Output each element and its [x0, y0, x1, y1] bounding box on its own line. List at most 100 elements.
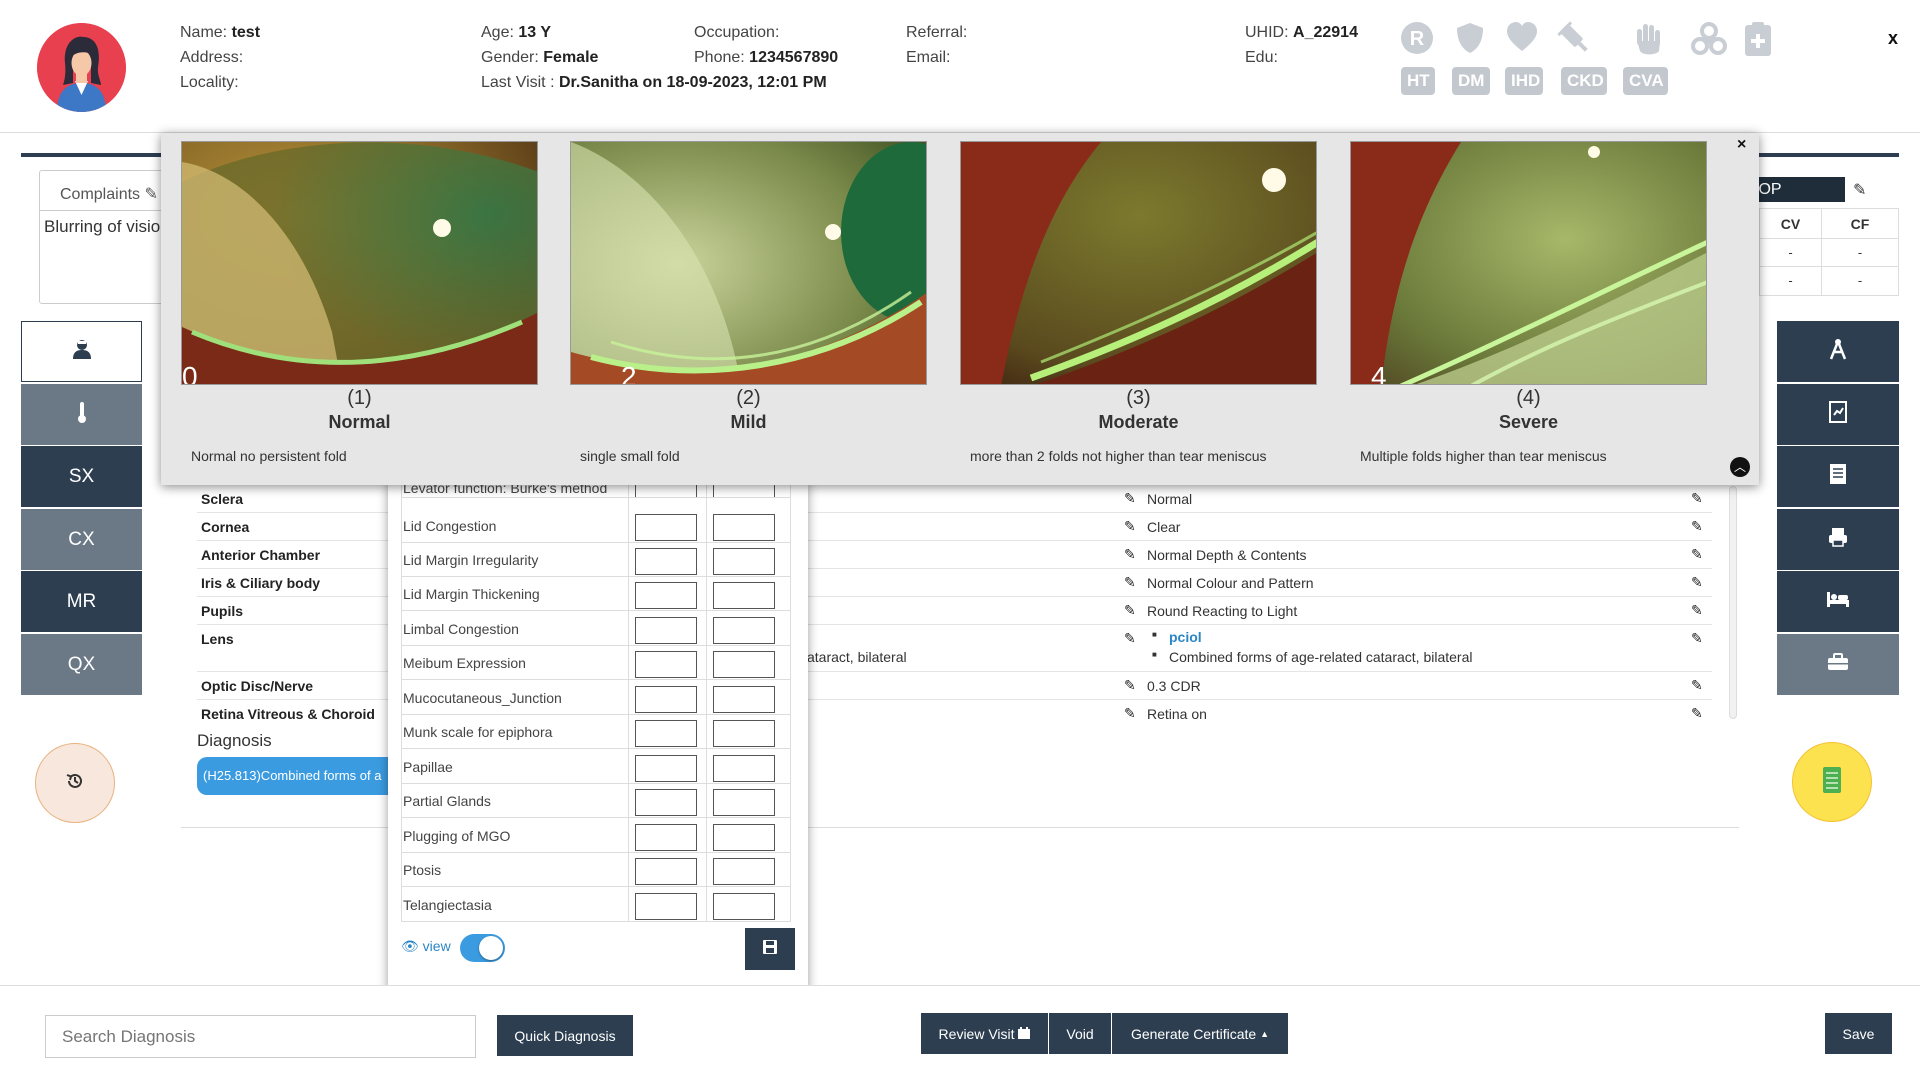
grade-description: more than 2 folds not higher than tear m… — [970, 448, 1267, 464]
search-diagnosis-input[interactable] — [45, 1015, 476, 1058]
left-nav-cx[interactable]: CX — [21, 509, 142, 570]
grade-card-3[interactable]: (3) Moderate — [960, 141, 1317, 433]
pencil-icon[interactable]: ✎ — [1124, 677, 1136, 693]
os-input[interactable] — [713, 789, 775, 816]
od-input[interactable] — [635, 893, 697, 920]
ihd-badge[interactable]: IHD — [1505, 67, 1543, 95]
r-icon[interactable]: R — [1399, 21, 1435, 54]
quick-diagnosis-button[interactable]: Quick Diagnosis — [497, 1015, 633, 1056]
os-input[interactable] — [713, 548, 775, 575]
cva-badge[interactable]: CVA — [1623, 67, 1668, 95]
item-label: Meibum Expression — [403, 655, 526, 671]
pencil-icon[interactable]: ✎ — [1691, 490, 1703, 506]
iop-col-cf: CF — [1822, 209, 1898, 239]
od-input[interactable] — [635, 514, 697, 541]
close-overlay-button[interactable]: × — [1737, 136, 1747, 153]
os-input[interactable] — [713, 582, 775, 609]
pencil-icon[interactable]: ✎ — [1124, 490, 1136, 506]
right-nav-compass[interactable] — [1777, 321, 1899, 382]
pencil-icon[interactable]: ✎ — [1691, 677, 1703, 693]
pencil-icon[interactable]: ✎ — [1124, 574, 1136, 590]
close-header-button[interactable]: x — [1888, 28, 1899, 48]
right-nav-briefcase[interactable] — [1777, 634, 1899, 695]
left-nav-vitals[interactable] — [21, 384, 142, 445]
heart-icon[interactable] — [1504, 21, 1540, 53]
row-label: Anterior Chamber — [201, 547, 321, 563]
pencil-icon[interactable]: ✎ — [1124, 546, 1136, 562]
row-value: Retina on — [1147, 706, 1207, 722]
pencil-icon[interactable]: ✎ — [1124, 630, 1136, 646]
right-nav-document[interactable] — [1777, 446, 1899, 507]
exam-scrollbar[interactable] — [1729, 486, 1737, 719]
ht-badge[interactable]: HT — [1401, 67, 1435, 95]
void-button[interactable]: Void — [1049, 1013, 1111, 1054]
syringe-icon[interactable] — [1557, 21, 1593, 53]
pencil-icon[interactable]: ✎ — [1691, 630, 1703, 646]
os-input[interactable] — [713, 651, 775, 678]
right-nav-print[interactable] — [1777, 509, 1899, 570]
od-input[interactable] — [635, 720, 697, 747]
pencil-icon[interactable]: ✎ — [1691, 574, 1703, 590]
os-input[interactable] — [713, 617, 775, 644]
od-input[interactable] — [635, 651, 697, 678]
pencil-icon[interactable]: ✎ — [1691, 602, 1703, 618]
os-input[interactable] — [713, 858, 775, 885]
od-input[interactable] — [635, 789, 697, 816]
diagnosis-chip[interactable]: (H25.813)Combined forms of a — [197, 757, 397, 795]
exam-table: Sclera ✎ Normal ✎ Cornea ✎ Clear ✎ Anter… — [197, 485, 1712, 722]
od-input[interactable] — [635, 617, 697, 644]
pencil-icon[interactable]: ✎ — [1124, 705, 1136, 721]
pencil-icon[interactable]: ✎ — [1853, 182, 1867, 199]
left-nav-mr[interactable]: MR — [21, 571, 142, 632]
dm-badge[interactable]: DM — [1452, 67, 1490, 95]
review-visit-button[interactable]: Review Visit — [921, 1013, 1048, 1054]
biohazard-icon[interactable] — [1690, 21, 1727, 55]
od-input[interactable] — [635, 824, 697, 851]
clipboard-plus-icon[interactable] — [1740, 21, 1776, 56]
left-nav-sx[interactable]: SX — [21, 446, 142, 507]
os-input[interactable] — [713, 686, 775, 713]
pencil-icon[interactable]: ✎ — [1124, 602, 1136, 618]
os-input[interactable] — [713, 824, 775, 851]
lens-iol-link[interactable]: pciol — [1169, 629, 1202, 645]
os-input[interactable] — [713, 720, 775, 747]
pencil-icon[interactable]: ✎ — [1691, 518, 1703, 534]
view-toggle[interactable] — [460, 934, 505, 962]
grade-card-1[interactable]: 0 (1) Normal — [181, 141, 538, 433]
grade-card-2[interactable]: 2 (2) Mild — [570, 141, 927, 433]
view-toggle-label[interactable]: 👁 view — [401, 938, 451, 955]
right-nav-report[interactable] — [1777, 384, 1899, 445]
save-popup-button[interactable] — [745, 928, 795, 970]
os-input[interactable] — [713, 755, 775, 782]
od-input[interactable] — [635, 548, 697, 575]
pencil-icon[interactable]: ✎ — [1691, 705, 1703, 721]
row-value: Normal — [1147, 491, 1193, 507]
ckd-badge[interactable]: CKD — [1561, 67, 1607, 95]
os-input[interactable] — [713, 893, 775, 920]
history-button[interactable] — [35, 743, 115, 823]
save-button[interactable]: Save — [1825, 1013, 1892, 1054]
pencil-icon[interactable]: ✎ — [1124, 518, 1136, 534]
od-input[interactable] — [635, 686, 697, 713]
os-input[interactable] — [713, 514, 775, 541]
list-item: Ptosis — [401, 853, 791, 887]
hand-icon[interactable] — [1630, 21, 1666, 55]
right-nav-bed[interactable] — [1777, 571, 1899, 632]
row-label: Retina Vitreous & Choroid — [201, 706, 375, 722]
pencil-icon[interactable]: ✎ — [1691, 546, 1703, 562]
notes-button[interactable] — [1792, 742, 1872, 822]
grade-card-4[interactable]: 4 (4) Severe — [1350, 141, 1707, 433]
od-input[interactable] — [635, 858, 697, 885]
left-nav-profile[interactable] — [21, 321, 142, 382]
generate-certificate-button[interactable]: Generate Certificate ▲ — [1112, 1013, 1288, 1054]
pencil-icon[interactable]: ✎ — [144, 186, 158, 203]
item-label: Limbal Congestion — [403, 621, 519, 637]
complaints-tab[interactable]: Complaints ✎ — [40, 171, 240, 211]
chevron-up-icon[interactable]: ︿ — [1730, 457, 1750, 477]
od-input[interactable] — [635, 582, 697, 609]
iop-header-label: IOP — [1749, 177, 1845, 202]
left-nav-qx[interactable]: QX — [21, 634, 142, 695]
od-input[interactable] — [635, 755, 697, 782]
shield-icon[interactable] — [1452, 21, 1488, 53]
patient-referral: Referral: — [906, 24, 968, 41]
